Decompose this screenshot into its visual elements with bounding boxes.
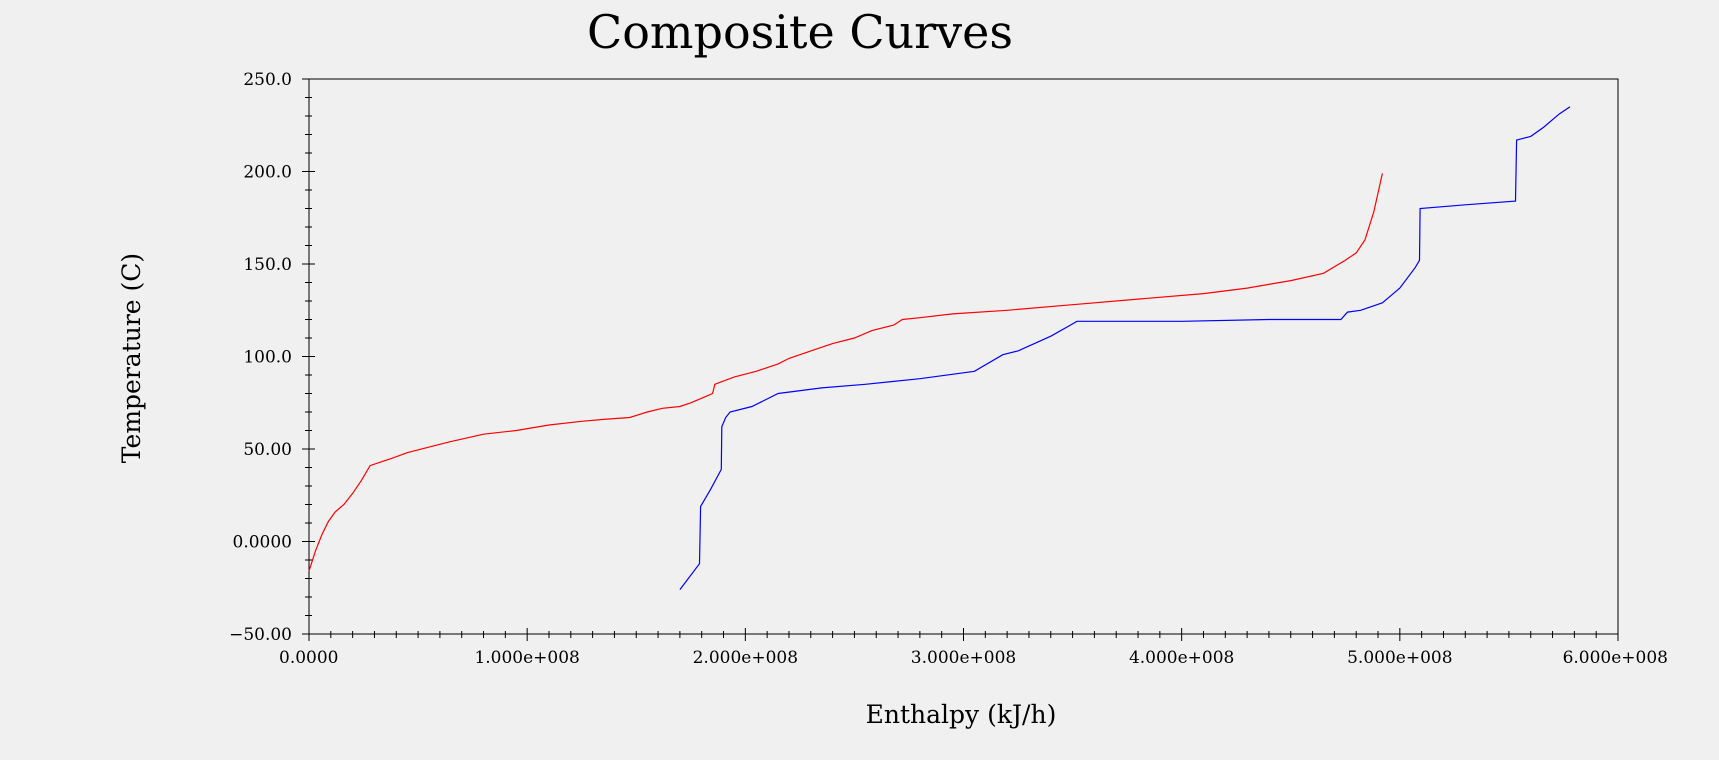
y-tick-label: 200.0 [243, 163, 292, 183]
series-line-1 [679, 106, 1571, 590]
x-axis-title: Enthalpy (kJ/h) [866, 700, 1057, 729]
y-tick-label: 250.0 [243, 70, 292, 90]
x-tick-label: 5.000e+008 [1347, 648, 1452, 668]
x-tick-label: 3.000e+008 [911, 648, 1016, 668]
series-layer [308, 106, 1571, 590]
plot-area-frame [308, 78, 1619, 635]
y-axis-title: Temperature (C) [117, 253, 146, 463]
x-tick-label: 2.000e+008 [693, 648, 798, 668]
x-axis: 0.0000 1.000e+008 2.000e+008 3.000e+008 4.00… [279, 628, 1668, 668]
y-tick-label: −50.00 [229, 625, 292, 645]
y-axis: 250.0 200.0 150.0 100.0 50.00 0.0000 −50.00 [229, 70, 315, 645]
x-tick-label: 4.000e+008 [1129, 648, 1234, 668]
x-tick-label: 1.000e+008 [474, 648, 579, 668]
y-tick-label: 0.0000 [233, 533, 292, 553]
x-tick-label: 6.000e+008 [1563, 648, 1668, 668]
x-tick-label: 0.0000 [279, 648, 338, 668]
series-line-0 [308, 173, 1383, 572]
y-tick-label: 50.00 [243, 440, 292, 460]
chart-title: Composite Curves [587, 5, 1013, 59]
y-tick-label: 100.0 [243, 348, 292, 368]
y-tick-label: 150.0 [243, 255, 292, 275]
